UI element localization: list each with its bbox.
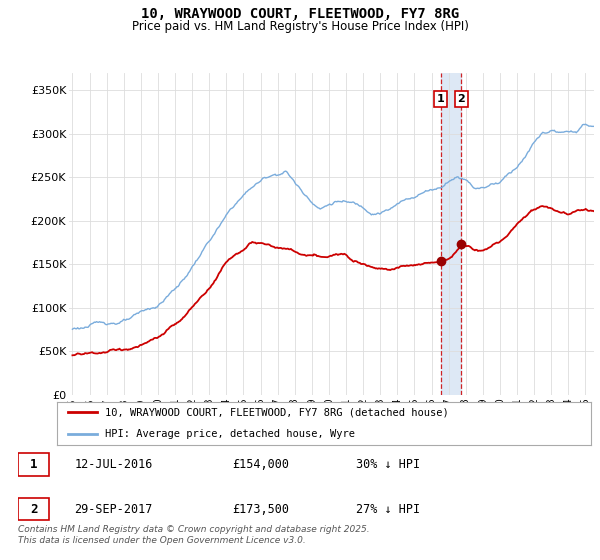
Text: Contains HM Land Registry data © Crown copyright and database right 2025.
This d: Contains HM Land Registry data © Crown c… xyxy=(18,525,370,545)
FancyBboxPatch shape xyxy=(18,453,49,475)
Text: 12-JUL-2016: 12-JUL-2016 xyxy=(74,458,153,471)
Bar xyxy=(440,73,461,395)
Text: 1: 1 xyxy=(437,94,445,104)
Text: 27% ↓ HPI: 27% ↓ HPI xyxy=(356,502,421,516)
Text: 10, WRAYWOOD COURT, FLEETWOOD, FY7 8RG (detached house): 10, WRAYWOOD COURT, FLEETWOOD, FY7 8RG (… xyxy=(105,408,449,417)
Text: HPI: Average price, detached house, Wyre: HPI: Average price, detached house, Wyre xyxy=(105,430,355,439)
Text: 1: 1 xyxy=(30,458,38,471)
Text: 2: 2 xyxy=(30,502,38,516)
Text: £173,500: £173,500 xyxy=(232,502,289,516)
Text: £154,000: £154,000 xyxy=(232,458,289,471)
Text: Price paid vs. HM Land Registry's House Price Index (HPI): Price paid vs. HM Land Registry's House … xyxy=(131,20,469,32)
Text: 30% ↓ HPI: 30% ↓ HPI xyxy=(356,458,421,471)
Text: 29-SEP-2017: 29-SEP-2017 xyxy=(74,502,153,516)
Text: 2: 2 xyxy=(458,94,466,104)
Text: 10, WRAYWOOD COURT, FLEETWOOD, FY7 8RG: 10, WRAYWOOD COURT, FLEETWOOD, FY7 8RG xyxy=(141,7,459,21)
FancyBboxPatch shape xyxy=(18,498,49,520)
